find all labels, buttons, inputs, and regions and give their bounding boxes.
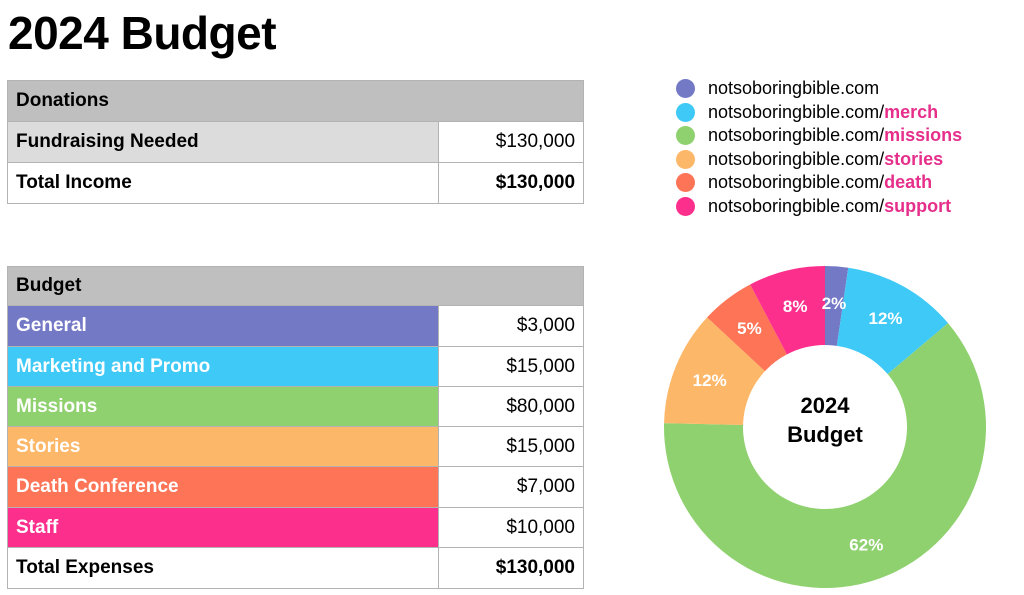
table-row: Total Income $130,000 [7, 162, 585, 204]
donations-header: Donations [6, 80, 585, 122]
category-missions-amount: $80,000 [438, 386, 584, 427]
donut-center-label-line2: Budget [787, 422, 863, 447]
category-death-label: Death Conference [7, 466, 439, 508]
total-expenses-amount: $130,000 [438, 547, 584, 589]
category-death-amount: $7,000 [438, 466, 584, 508]
category-general-amount: $3,000 [438, 305, 584, 347]
table-row: Stories $15,000 [7, 426, 584, 467]
total-income-amount: $130,000 [437, 162, 585, 204]
table-row: Death Conference $7,000 [7, 466, 584, 508]
legend-base: notsoboringbible.com [708, 78, 880, 99]
table-row: Staff $10,000 [7, 507, 584, 548]
category-marketing-amount: $15,000 [438, 346, 584, 387]
legend-item: notsoboringbible.com/death [676, 171, 962, 195]
table-row: General $3,000 [7, 305, 584, 347]
total-expenses-label: Total Expenses [7, 547, 439, 589]
total-income-label: Total Income [7, 162, 439, 204]
budget-header: Budget [7, 266, 584, 306]
slice-stories [664, 317, 765, 426]
slice-general [825, 266, 849, 346]
legend-slug: death [884, 172, 933, 193]
slice-missions [664, 323, 986, 588]
budget-header-row: Budget [7, 266, 584, 306]
category-stories-amount: $15,000 [438, 426, 584, 467]
category-missions-label: Missions [7, 386, 439, 427]
legend-item: notsoboringbible.com/merch [676, 101, 962, 125]
table-row: Fundraising Needed $130,000 [7, 121, 585, 163]
legend-swatch [676, 126, 695, 146]
chart-legend: notsoboringbible.com notsoboringbible.co… [676, 77, 962, 218]
category-stories-label: Stories [7, 426, 439, 467]
table-row: Missions $80,000 [7, 386, 584, 427]
legend-slug: merch [884, 101, 939, 122]
legend-swatch [676, 149, 695, 169]
legend-slug: missions [884, 125, 963, 146]
donations-table: Donations Fundraising Needed $130,000 To… [6, 80, 585, 204]
slice-label-stories: 12% [693, 371, 727, 390]
slice-death [707, 284, 787, 372]
fundraising-needed-label: Fundraising Needed [7, 121, 439, 163]
donations-header-row: Donations [6, 80, 585, 122]
legend-slug: support [884, 195, 952, 216]
slice-staff [750, 266, 825, 355]
legend-slug: stories [884, 148, 944, 169]
budget-donut-chart: 2% 12% 62% 12% 5% 8% 2024 Budget [664, 266, 986, 588]
slice-label-staff: 8% [783, 297, 808, 316]
donut-center-label-line1: 2024 [801, 393, 851, 418]
legend-base: notsoboringbible.com/ [708, 125, 885, 146]
donut-slices [664, 266, 986, 588]
legend-base: notsoboringbible.com/ [708, 172, 885, 193]
legend-item: notsoboringbible.com/missions [676, 124, 962, 148]
slice-label-death: 5% [737, 319, 762, 338]
category-staff-amount: $10,000 [438, 507, 584, 548]
legend-swatch [676, 102, 695, 122]
category-staff-label: Staff [7, 507, 439, 548]
category-general-label: General [7, 305, 439, 347]
legend-item: notsoboringbible.com/stories [676, 148, 962, 172]
table-row: Marketing and Promo $15,000 [7, 346, 584, 387]
legend-swatch [676, 173, 695, 193]
donut-slice-labels: 2% 12% 62% 12% 5% 8% [693, 294, 903, 555]
page-title: 2024 Budget [8, 7, 277, 59]
legend-swatch [676, 79, 695, 99]
table-row: Total Expenses $130,000 [7, 547, 584, 589]
legend-swatch [676, 196, 695, 216]
legend-item: notsoboringbible.com [676, 77, 962, 101]
legend-base: notsoboringbible.com/ [708, 148, 885, 169]
category-marketing-label: Marketing and Promo [7, 346, 439, 387]
budget-table: Budget General $3,000 Marketing and Prom… [7, 266, 584, 589]
slice-label-marketing: 12% [868, 309, 902, 328]
slice-label-general: 2% [822, 294, 847, 313]
slice-label-missions: 62% [849, 535, 883, 554]
legend-item: notsoboringbible.com/support [676, 195, 962, 219]
legend-base: notsoboringbible.com/ [708, 195, 885, 216]
slice-marketing [836, 267, 949, 375]
legend-base: notsoboringbible.com/ [708, 101, 885, 122]
fundraising-needed-amount: $130,000 [437, 121, 585, 163]
